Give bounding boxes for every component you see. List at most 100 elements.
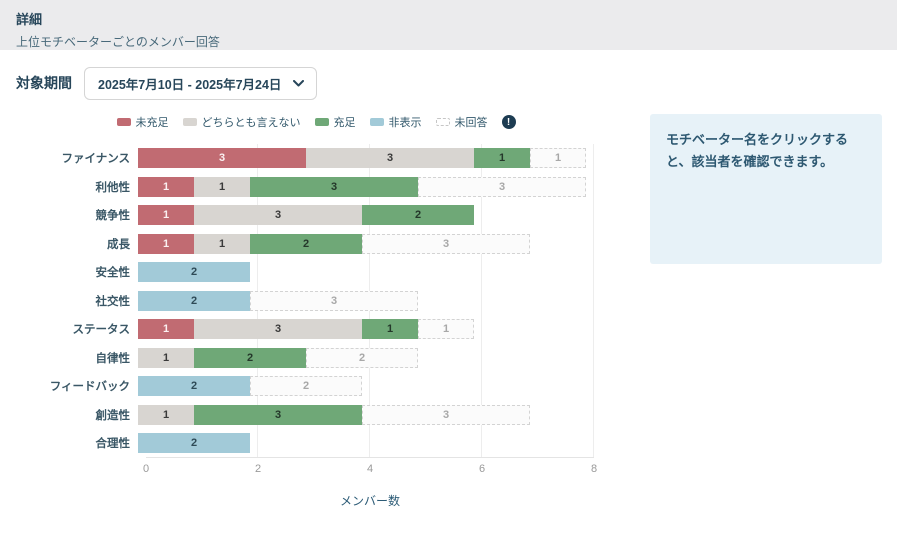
category-label[interactable]: フィードバック [49, 381, 130, 394]
legend-item-met: 充足 [314, 114, 356, 130]
bar-segment-met: 3 [194, 404, 362, 425]
bar-segment-noanswer: 2 [250, 376, 362, 397]
bar-segment-noanswer: 3 [418, 176, 586, 197]
bar-segment-unmet: 1 [138, 233, 194, 254]
bar-segment-met: 1 [474, 148, 530, 169]
x-tick-label: 2 [254, 462, 262, 475]
gridline [593, 144, 594, 457]
bar-segment-unmet: 1 [138, 319, 194, 340]
bar-segment-neutral: 1 [194, 176, 250, 197]
category-label[interactable]: 創造性 [95, 409, 131, 422]
bar-segment-neutral: 3 [194, 319, 362, 340]
bar-segment-unmet: 1 [138, 205, 194, 226]
legend-label: 非表示 [388, 117, 422, 129]
bar-segment-noanswer: 3 [250, 290, 418, 311]
bar-segment-met: 2 [250, 233, 362, 254]
bar-segment-noanswer: 1 [418, 319, 474, 340]
legend-label: 未回答 [454, 117, 488, 129]
bar-segment-neutral: 1 [138, 404, 194, 425]
bar-row: 安全性 2 [16, 258, 616, 287]
content: 対象期間 2025年7月10日 - 2025年7月24日 未充足 どちらとも言え… [0, 50, 897, 509]
page-title: 詳細 [16, 12, 43, 27]
hint-box: モチベーター名をクリックすると、該当者を確認できます。 [650, 114, 882, 264]
bar-segment-unmet: 3 [138, 148, 306, 169]
bar-segment-noanswer: 3 [362, 233, 530, 254]
legend-swatch-neutral [182, 118, 197, 126]
category-label[interactable]: 競争性 [95, 210, 131, 223]
bar-segment-neutral: 3 [306, 148, 474, 169]
legend-item-noanswer: 未回答 [435, 114, 488, 130]
chevron-down-icon [293, 76, 305, 90]
legend-item-hidden: 非表示 [369, 114, 422, 130]
legend-swatch-noanswer [435, 118, 450, 126]
period-row: 対象期間 2025年7月10日 - 2025年7月24日 [16, 66, 887, 100]
bar-segment-neutral: 1 [194, 233, 250, 254]
bar-segment-neutral: 3 [194, 205, 362, 226]
bar-segment-noanswer: 3 [362, 404, 530, 425]
bar-row: 社交性 2 3 [16, 287, 616, 316]
main-row: 未充足 どちらとも言えない 充足 非表示 未回答 ! [16, 114, 887, 509]
bar-segment-met: 3 [250, 176, 418, 197]
category-label[interactable]: 安全性 [95, 267, 131, 280]
bar-segment-met: 2 [362, 205, 474, 226]
bar-track: 2 [138, 433, 250, 454]
legend-label: 充足 [333, 117, 356, 129]
bar-track: 2 [138, 262, 250, 283]
category-label[interactable]: 自律性 [95, 352, 131, 365]
chart-panel: 未充足 どちらとも言えない 充足 非表示 未回答 ! [16, 114, 616, 509]
bar-row: 成長 1 1 2 3 [16, 230, 616, 259]
gridline [481, 144, 482, 457]
category-label[interactable]: 合理性 [95, 438, 131, 451]
bar-segment-met: 1 [362, 319, 418, 340]
bar-segment-hidden: 2 [138, 290, 250, 311]
plot-rows: ファイナンス 3 3 1 1 利他性 1 1 3 3 競争性 1 3 2 成長 1 1 2 3 安全性 2 社交性 2 3 ステ… [16, 144, 616, 458]
legend-swatch-unmet [116, 118, 131, 126]
bar-segment-noanswer: 1 [530, 148, 586, 169]
legend-label: どちらとも言えない [201, 117, 301, 129]
bar-row: 競争性 1 3 2 [16, 201, 616, 230]
bar-row: ファイナンス 3 3 1 1 [16, 144, 616, 173]
category-label[interactable]: 利他性 [95, 181, 131, 194]
x-axis-title: メンバー数 [339, 493, 400, 508]
period-label: 対象期間 [16, 75, 72, 91]
x-tick-label: 8 [590, 462, 598, 475]
legend-swatch-met [314, 118, 329, 126]
category-label[interactable]: ステータス [72, 324, 131, 337]
bar-row: 創造性 1 3 3 [16, 401, 616, 430]
bar-row: 合理性 2 [16, 429, 616, 458]
legend-item-neutral: どちらとも言えない [182, 114, 301, 130]
legend-item-unmet: 未充足 [116, 114, 169, 130]
category-label[interactable]: 成長 [107, 238, 130, 251]
stacked-bar-chart: ファイナンス 3 3 1 1 利他性 1 1 3 3 競争性 1 3 2 成長 1 1 2 3 安全性 2 社交性 2 3 ステ… [16, 144, 616, 509]
legend-label: 未充足 [135, 117, 169, 129]
category-label[interactable]: ファイナンス [61, 153, 130, 166]
period-select[interactable]: 2025年7月10日 - 2025年7月24日 [84, 66, 318, 100]
x-tick-label: 4 [366, 462, 374, 475]
bar-segment-unmet: 1 [138, 176, 194, 197]
period-value: 2025年7月10日 - 2025年7月24日 [98, 77, 282, 92]
bar-segment-met: 2 [194, 347, 306, 368]
x-axis: 0 2 4 6 8 [143, 462, 598, 478]
bar-segment-neutral: 1 [138, 347, 194, 368]
category-label[interactable]: 社交性 [95, 295, 131, 308]
bar-segment-hidden: 2 [138, 433, 250, 454]
page-subtitle: 上位モチベーターごとのメンバー回答 [16, 35, 220, 49]
chart-legend: 未充足 どちらとも言えない 充足 非表示 未回答 ! [16, 114, 616, 130]
bar-segment-noanswer: 2 [306, 347, 418, 368]
bar-segment-hidden: 2 [138, 262, 250, 283]
section-header: 詳細 上位モチベーターごとのメンバー回答 [0, 0, 897, 50]
bar-row: フィードバック 2 2 [16, 372, 616, 401]
info-icon[interactable]: ! [501, 115, 516, 129]
x-tick-label: 6 [478, 462, 486, 475]
bar-segment-hidden: 2 [138, 376, 250, 397]
bar-row: 自律性 1 2 2 [16, 344, 616, 373]
legend-swatch-hidden [369, 118, 384, 126]
